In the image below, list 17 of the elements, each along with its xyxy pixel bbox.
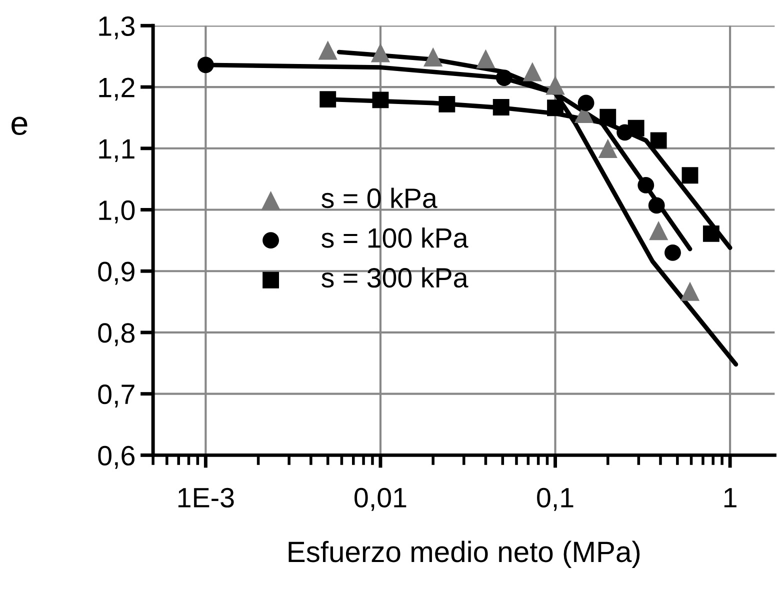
y-tick-label: 1,2 (99, 78, 134, 101)
y-tick-label: 1,0 (99, 200, 135, 224)
x-tick-label: 1 (724, 488, 736, 508)
x-tick-label: 0,1 (537, 488, 574, 511)
y-tick-label: 1,1 (99, 139, 134, 162)
y-tick-label: 0,9 (98, 262, 134, 285)
y-axis-title: e (12, 116, 28, 136)
y-tick-label: 0,7 (98, 384, 134, 408)
y-tick-label: 0,6 (98, 446, 134, 469)
x-axis-title: Esfuerzo medio neto (MPa) (288, 540, 640, 568)
legend-label: s = 100 kPa (322, 227, 468, 248)
y-tick-label: 1,3 (99, 16, 134, 40)
legend-label: s = 0 kPa (322, 188, 438, 208)
x-tick-label: 0,01 (354, 488, 406, 511)
legend-label: s = 300 kPa (322, 267, 468, 288)
y-tick-label: 0,8 (98, 323, 135, 346)
x-tick-label: 1E-3 (178, 488, 234, 508)
